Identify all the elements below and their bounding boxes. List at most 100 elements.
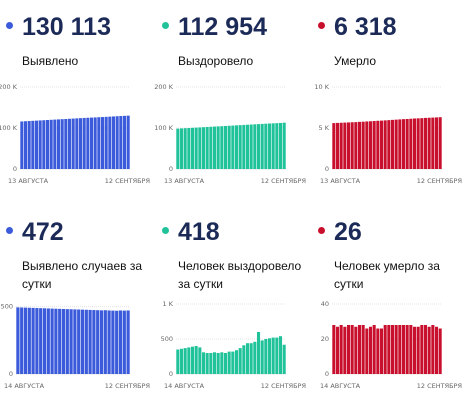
bar xyxy=(223,125,228,169)
bar xyxy=(53,119,57,169)
bar xyxy=(99,310,104,374)
bar xyxy=(350,325,354,374)
bar xyxy=(71,118,75,169)
y-tick-label: 100 K xyxy=(0,124,18,132)
bar xyxy=(335,326,340,374)
x-tick-label-end: 12 СЕНТЯБРЯ xyxy=(105,382,150,390)
y-tick-label: 0 xyxy=(169,165,173,173)
bar xyxy=(383,120,387,169)
bar xyxy=(361,121,365,169)
x-tick-label-end: 12 СЕНТЯБРЯ xyxy=(417,382,462,390)
detected-daily-label: Выявлено случаев за сутки xyxy=(22,259,143,291)
bar xyxy=(122,310,126,374)
bar xyxy=(69,309,73,374)
bar xyxy=(242,124,246,169)
bar xyxy=(176,349,180,374)
bar xyxy=(39,308,43,374)
bar xyxy=(412,118,417,169)
panel-detected-daily: 472 Выявлено случаев за сутки 0 500 14 АВГ… xyxy=(0,205,155,405)
bar xyxy=(23,121,28,169)
bar xyxy=(282,122,286,169)
x-tick-label-end: 12 СЕНТЯБРЯ xyxy=(105,177,150,185)
y-tick-label: 0 xyxy=(169,370,173,378)
bar xyxy=(267,123,272,169)
bar xyxy=(390,119,395,169)
bar xyxy=(82,117,86,169)
bar xyxy=(379,328,384,374)
bar xyxy=(31,120,35,169)
bar xyxy=(220,126,224,169)
bar xyxy=(332,123,336,169)
bar xyxy=(78,118,83,169)
y-tick-label: 20 xyxy=(321,335,329,343)
bar xyxy=(194,127,198,169)
bar xyxy=(249,343,253,374)
bar xyxy=(253,341,257,374)
bar xyxy=(198,127,202,169)
bar xyxy=(73,309,77,374)
bar xyxy=(118,310,123,374)
recovered-total-value: 112 954 xyxy=(178,13,267,41)
bar xyxy=(46,308,50,374)
x-tick-label-end: 12 СЕНТЯБРЯ xyxy=(261,177,306,185)
bar xyxy=(260,123,264,169)
status-dot xyxy=(162,22,169,29)
bar xyxy=(423,117,428,169)
panel-recovered-daily: 418 Человек выздоровело за сутки 0 500 1 K… xyxy=(156,205,311,405)
bar xyxy=(434,117,439,169)
bar xyxy=(343,326,347,374)
bar xyxy=(88,309,92,374)
deaths-daily-value: 26 xyxy=(334,218,362,246)
bar xyxy=(376,120,380,169)
x-tick-label-end: 12 СЕНТЯБРЯ xyxy=(417,177,462,185)
bar xyxy=(256,332,261,374)
panel-detected-total: 130 113 Выявлено 0 100 K 200 K 13 АВГУСТА 12… xyxy=(0,0,155,200)
status-dot xyxy=(318,227,325,234)
detected-daily-value: 472 xyxy=(22,218,64,246)
bar xyxy=(194,346,198,374)
status-dot xyxy=(6,22,13,29)
bar xyxy=(438,117,442,169)
bar xyxy=(187,347,191,374)
y-tick-label: 0 xyxy=(13,165,17,173)
recovered-daily-label: Человек выздоровело за сутки xyxy=(178,259,302,291)
bar xyxy=(75,118,79,169)
bar xyxy=(20,307,24,374)
bar xyxy=(423,325,428,374)
bar xyxy=(84,309,88,374)
bar xyxy=(45,120,50,169)
panel-deaths-total: 6 318 Умерло 0 5 K 10 K 13 АВГУСТА 12 СЕНТЯБ… xyxy=(312,0,467,200)
bar xyxy=(227,125,231,169)
bar xyxy=(354,326,358,374)
bar xyxy=(35,308,39,374)
bar xyxy=(115,116,119,169)
bar xyxy=(92,310,96,374)
bar xyxy=(58,308,62,374)
deaths-total-value: 6 318 xyxy=(334,13,397,41)
bar xyxy=(216,353,220,374)
bar xyxy=(93,117,97,169)
bar xyxy=(119,116,123,169)
deaths-total-label: Умерло xyxy=(334,54,377,68)
bar xyxy=(401,325,406,374)
y-tick-label: 5 K xyxy=(319,124,330,132)
bar xyxy=(190,127,195,169)
bar xyxy=(249,124,253,169)
bar xyxy=(209,353,213,374)
bar xyxy=(122,115,127,169)
bar xyxy=(379,120,384,169)
bar xyxy=(56,119,61,169)
bar xyxy=(271,123,275,169)
bar xyxy=(231,125,235,169)
bar xyxy=(372,325,376,374)
bar xyxy=(104,116,108,169)
bar xyxy=(179,348,184,374)
bar xyxy=(365,328,369,374)
recovered-total-label: Выздоровело xyxy=(178,54,254,68)
y-tick-label: 0 xyxy=(9,370,13,378)
x-tick-label-start: 13 АВГУСТА xyxy=(164,177,205,185)
bar xyxy=(212,352,217,374)
y-tick-label: 500 xyxy=(1,303,13,311)
status-dot xyxy=(6,227,13,234)
bar xyxy=(227,351,231,374)
